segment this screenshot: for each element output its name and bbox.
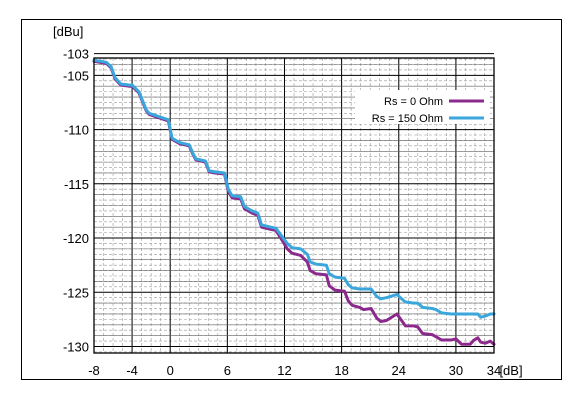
x-tick-label: -4 [126, 363, 138, 378]
y-axis-label: [dBu] [53, 24, 83, 39]
legend: Rs = 0 Ohm Rs = 150 Ohm [355, 90, 490, 125]
y-tick-label: -105 [63, 68, 89, 83]
y-tick-label: -130 [63, 339, 89, 354]
y-tick-label: -110 [64, 123, 89, 138]
x-tick-labels: -8 -4 0 6 12 18 24 30 34 [88, 363, 501, 378]
x-tick-label: 34 [487, 363, 501, 378]
y-tick-label: -103 [63, 47, 89, 62]
y-tick-label: -125 [63, 285, 89, 300]
x-axis-label: [dB] [499, 363, 522, 378]
series-line-2 [92, 58, 496, 319]
x-tick-label: 12 [277, 363, 291, 378]
y-tick-label: -115 [64, 177, 89, 192]
x-tick-label: 18 [334, 363, 348, 378]
y-tick-labels: -103 -105 -110 -115 -120 -125 -130 [63, 47, 89, 355]
x-tick-label: 24 [392, 363, 406, 378]
series-layer [92, 58, 496, 346]
x-tick-label: -8 [88, 363, 100, 378]
legend-label-2: Rs = 150 Ohm [372, 113, 443, 125]
plot-border [93, 57, 495, 354]
x-tick-label: 6 [224, 363, 231, 378]
legend-label-1: Rs = 0 Ohm [384, 96, 443, 108]
y-tick-label: -120 [63, 231, 89, 246]
x-tick-label: 0 [167, 363, 174, 378]
outer-frame [21, 19, 562, 380]
x-tick-label: 30 [449, 363, 463, 378]
